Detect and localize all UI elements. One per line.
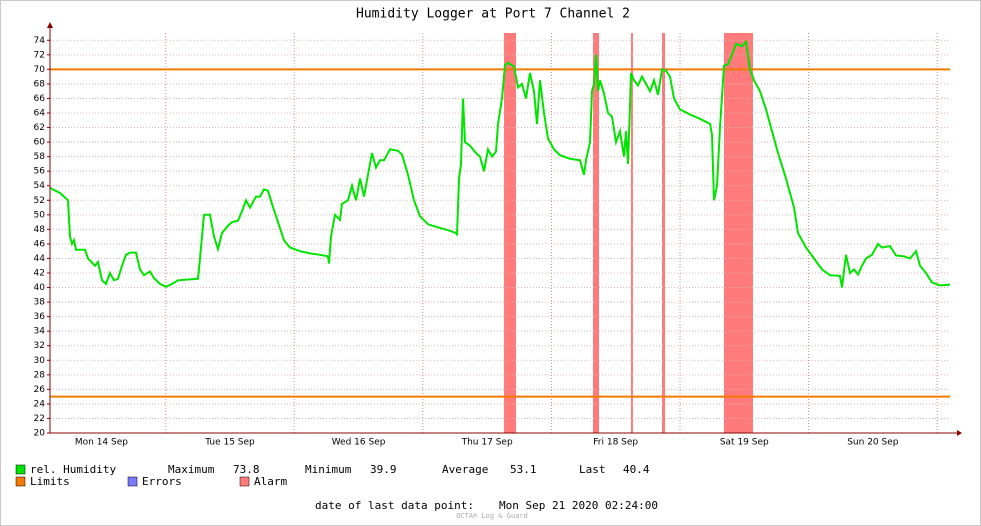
- y-tick-label: 22: [34, 414, 45, 424]
- footer-value: Mon Sep 21 2020 02:24:00: [499, 499, 658, 512]
- y-tick-label: 28: [34, 370, 46, 380]
- legend-swatch: [15, 476, 26, 487]
- y-tick-label: 72: [34, 50, 45, 60]
- y-tick-label: 50: [34, 210, 46, 220]
- stat-label: Minimum: [305, 463, 352, 476]
- stat-label: Maximum: [168, 463, 215, 476]
- stat-value: 40.4: [623, 463, 650, 476]
- y-axis-arrow: [47, 22, 53, 28]
- x-tick-label: Mon 14 Sep: [75, 438, 128, 448]
- y-tick-label: 46: [34, 239, 46, 249]
- credit: OCTA® Log & Guard: [456, 512, 528, 520]
- x-tick-label: Tue 15 Sep: [204, 438, 255, 448]
- y-tick-label: 38: [34, 298, 46, 308]
- stat-value: 39.9: [370, 463, 397, 476]
- y-tick-label: 32: [34, 341, 45, 351]
- y-tick-label: 26: [34, 385, 46, 395]
- stat-value: 53.1: [510, 463, 537, 476]
- x-axis-arrow: [957, 430, 962, 436]
- plot-area: 20 22 24 26 28 30 32 34 36 38 40 42 44 46 48 50 52 54 56 58…: [34, 33, 951, 448]
- y-tick-label: 48: [34, 225, 46, 235]
- x-tick-label: Fri 18 Sep: [593, 438, 638, 448]
- legend-label: Alarm: [254, 475, 287, 488]
- y-tick-label: 24: [34, 399, 46, 409]
- stat-label: Average: [442, 463, 488, 476]
- x-tick-label: Thu 17 Sep: [461, 438, 513, 448]
- x-tick-label: Sat 19 Sep: [720, 438, 769, 448]
- chart-title: Humidity Logger at Port 7 Channel 2: [356, 7, 630, 22]
- y-tick-label: 70: [34, 65, 46, 75]
- y-tick-label: 74: [34, 36, 46, 46]
- y-tick-label: 36: [34, 312, 46, 322]
- y-tick-label: 62: [34, 123, 45, 133]
- alarm-band: [630, 33, 633, 433]
- y-tick-label: 58: [34, 152, 46, 162]
- y-tick-label: 66: [34, 94, 46, 104]
- y-tick-label: 44: [34, 254, 46, 264]
- y-tick-label: 42: [34, 269, 45, 279]
- legend-swatch: [15, 464, 26, 475]
- data-line: [49, 39, 951, 288]
- legend-label: Limits: [30, 475, 70, 488]
- legend-swatch: [239, 476, 250, 487]
- footer-label: date of last data point:: [315, 499, 474, 512]
- y-tick-label: 20: [34, 429, 46, 439]
- y-tick-label: 30: [34, 356, 46, 366]
- legend-swatch: [127, 476, 138, 487]
- x-tick-label: Sun 20 Sep: [847, 438, 899, 448]
- y-tick-label: 60: [34, 138, 46, 148]
- y-tick-label: 56: [34, 167, 46, 177]
- legend-label: rel. Humidity: [30, 463, 116, 476]
- y-tick-label: 52: [34, 196, 45, 206]
- alarm-band: [723, 33, 754, 433]
- legend-label: Errors: [142, 475, 182, 488]
- stat-label: Last: [579, 463, 606, 476]
- y-tick-label: 40: [34, 283, 46, 293]
- stat-value: 73.8: [233, 463, 260, 476]
- legend: rel. Humidity Maximum 73.8 Minimum 39.9 Avera…: [15, 463, 650, 488]
- y-tick-label: 54: [34, 181, 46, 191]
- y-tick-label: 68: [34, 79, 46, 89]
- alarm-band: [593, 33, 599, 433]
- x-tick-label: Wed 16 Sep: [332, 438, 386, 448]
- y-tick-label: 34: [34, 327, 46, 337]
- alarm-band: [662, 33, 665, 433]
- alarm-band: [504, 33, 517, 433]
- y-tick-label: 64: [34, 109, 46, 119]
